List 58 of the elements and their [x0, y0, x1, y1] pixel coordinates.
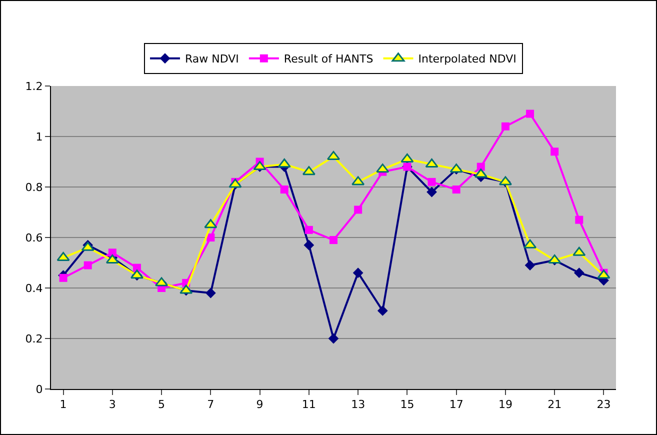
- point: [108, 248, 116, 257]
- point: [204, 219, 218, 228]
- x-tick-label: 3: [108, 398, 116, 412]
- point: [59, 274, 68, 282]
- y-tick-label: 0.4: [25, 282, 43, 295]
- y-tick-label: 0.6: [25, 231, 43, 244]
- point: [206, 234, 215, 242]
- point: [574, 268, 584, 278]
- y-tick-label: 1.2: [25, 80, 43, 93]
- x-tick-label: 21: [548, 398, 562, 412]
- point: [280, 186, 288, 194]
- x-tick-label: 23: [596, 398, 611, 412]
- point: [352, 268, 364, 278]
- legend-label: Raw NDVI: [185, 52, 239, 66]
- point: [84, 261, 92, 270]
- point: [56, 252, 70, 261]
- point: [575, 216, 584, 224]
- y-tick-label: 0: [36, 382, 43, 396]
- point: [376, 164, 390, 173]
- point: [304, 240, 314, 250]
- point: [452, 186, 460, 194]
- point: [572, 246, 586, 256]
- point: [550, 148, 559, 156]
- x-tick-label: 17: [449, 398, 464, 412]
- point: [428, 178, 436, 186]
- point: [524, 260, 536, 270]
- point: [132, 264, 141, 272]
- point: [352, 176, 365, 186]
- point: [377, 306, 388, 316]
- point: [330, 236, 338, 244]
- x-tick-label: 11: [302, 398, 316, 412]
- point: [524, 239, 537, 248]
- point: [526, 110, 534, 118]
- point: [425, 158, 438, 168]
- point: [328, 333, 339, 344]
- point: [476, 162, 485, 171]
- y-tick-label: 0.2: [25, 332, 43, 346]
- point: [302, 166, 316, 176]
- point: [474, 168, 488, 178]
- point: [400, 153, 414, 162]
- point: [501, 122, 510, 130]
- x-tick-label: 5: [158, 398, 166, 412]
- x-tick-label: 1: [60, 398, 67, 412]
- y-tick-label: 0.8: [25, 180, 43, 194]
- x-tick-label: 15: [400, 398, 414, 412]
- legend-label: Interpolated NDVI: [418, 52, 516, 66]
- point: [597, 270, 610, 279]
- x-tick-label: 9: [256, 398, 264, 412]
- legend-label: Result of HANTS: [284, 52, 374, 66]
- point: [304, 226, 313, 234]
- x-tick-label: 13: [351, 398, 366, 412]
- point: [354, 206, 362, 214]
- point: [278, 158, 291, 168]
- y-tick-label: 1: [36, 130, 43, 144]
- x-tick-label: 7: [207, 398, 214, 412]
- point: [426, 186, 437, 198]
- x-tick-label: 19: [498, 398, 512, 412]
- point: [205, 288, 216, 298]
